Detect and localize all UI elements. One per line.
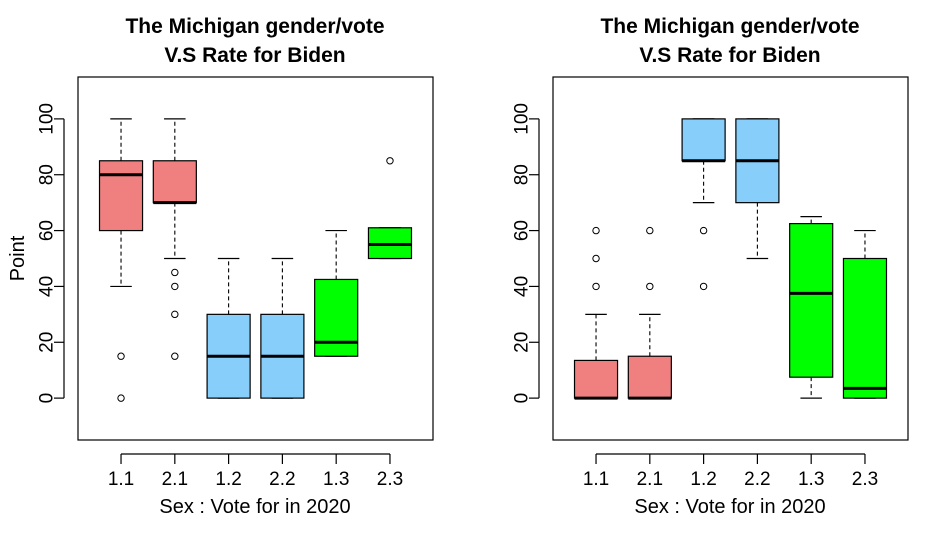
x-tick-label: 1.3 [323,469,349,490]
chart-title-line-2: V.S Rate for Biden [164,44,345,67]
chart-title-line-1: The Michigan gender/vote [600,15,859,38]
outlier-point [699,226,708,235]
x-tick-label: 1.2 [690,469,716,490]
y-tick-label: 20 [512,332,533,353]
outlier-point [171,352,179,360]
x-tick-label: 2.3 [377,469,403,490]
box-1.3 [789,216,834,399]
box-1.2 [206,257,251,399]
outlier-point [171,282,179,291]
outlier-point [171,268,179,277]
x-tick-label: 2.1 [162,469,188,490]
box-1.1 [98,118,144,402]
box-body [627,355,672,399]
box-2.1 [627,226,672,400]
box-1.2 [681,118,726,291]
plot-frame [552,76,909,441]
x-tick-label: 1.2 [215,469,241,490]
outlier-point [117,352,125,360]
outlier-point [386,157,394,165]
x-tick-label: 2.2 [744,469,770,490]
box-body [314,278,359,357]
outlier-point [592,282,600,291]
chart-panel-2: The Michigan gender/vote V.S Rate for Bid… [512,15,909,518]
x-tick-label: 1.3 [798,469,824,490]
y-tick-label: 80 [37,164,58,185]
outlier-point [592,226,600,235]
box-2.2 [735,118,780,260]
y-tick-label: 40 [512,276,533,297]
y-tick-label: 80 [512,164,533,185]
box-body [152,160,197,204]
chart-title-line-2: V.S Rate for Biden [639,44,820,67]
x-axis-label: Sex : Vote for in 2020 [159,496,350,518]
y-tick-label: 0 [512,393,533,404]
x-tick-label: 1.1 [108,469,134,490]
x-tick-label: 2.1 [637,469,663,490]
box-body [681,118,726,162]
y-tick-label: 100 [512,103,533,135]
x-axis-label: Sex : Vote for in 2020 [634,496,825,518]
outlier-point [699,282,708,291]
outlier-point [117,394,125,402]
box-body [98,160,144,232]
x-tick-label: 2.3 [852,469,878,490]
outlier-point [646,282,654,291]
y-tick-label: 60 [37,220,58,241]
y-tick-label: 60 [512,220,533,241]
y-axis-label: Point [7,235,29,281]
box-2.3 [367,157,413,260]
y-tick-label: 20 [37,332,58,353]
box-2.2 [260,257,305,399]
box-2.3 [842,229,888,399]
box-body [573,359,619,399]
box-2.1 [152,118,197,360]
outlier-point [646,226,654,235]
outlier-point [592,254,600,263]
y-tick-label: 100 [37,103,58,135]
outlier-point [171,310,179,319]
y-tick-label: 40 [37,276,58,297]
chart-panel-1: The Michigan gender/vote V.S Rate for Bid… [7,15,434,518]
box-body [789,222,834,378]
y-tick-label: 0 [37,393,58,404]
chart-title-line-1: The Michigan gender/vote [125,15,384,38]
box-1.3 [314,229,359,357]
box-1.1 [573,226,619,400]
x-tick-label: 2.2 [269,469,295,490]
plot-frame [77,76,434,441]
x-tick-label: 1.1 [583,469,609,490]
box-body [842,257,888,399]
